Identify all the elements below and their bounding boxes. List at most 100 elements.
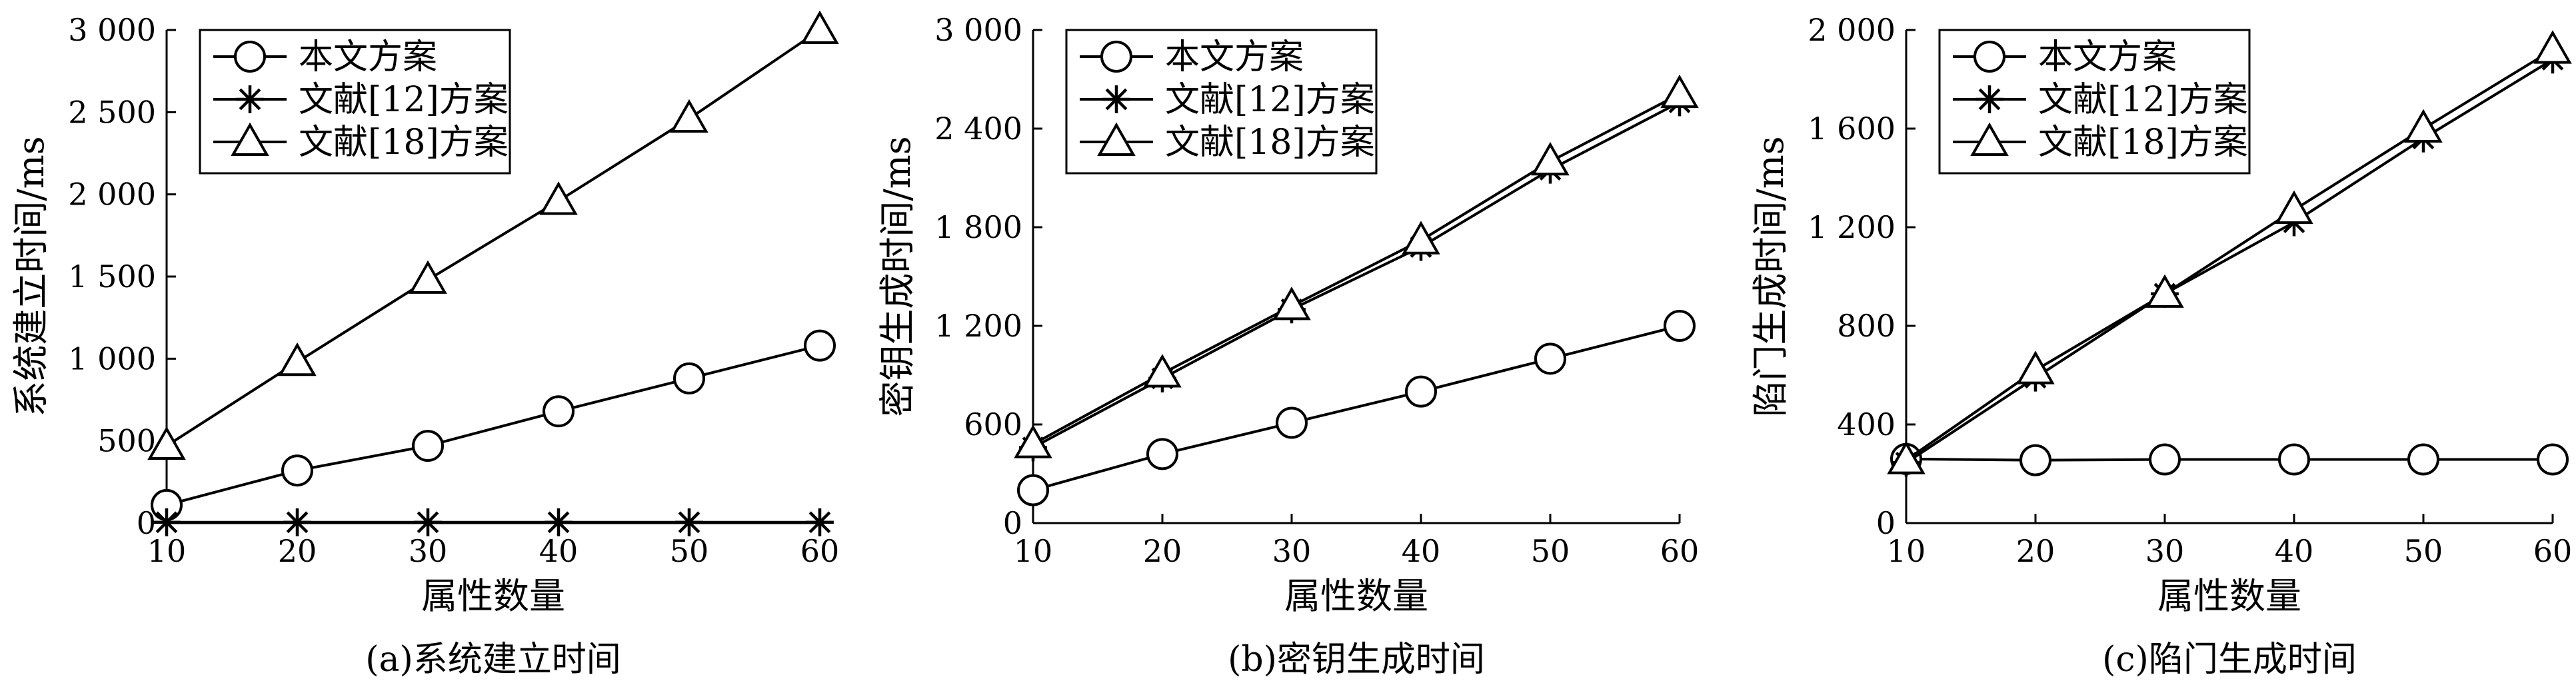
series-line: [1032, 93, 1680, 446]
data-point: [1017, 474, 1049, 506]
data-point: [1143, 354, 1182, 388]
y-tick-label: 800: [1837, 308, 1896, 344]
x-axis-title: 属性数量: [2157, 575, 2301, 617]
series-line: [1906, 457, 2553, 462]
series-2: [153, 508, 834, 536]
series-line: [1032, 325, 1680, 492]
x-tick-label: 20: [2016, 533, 2055, 569]
y-tick-label: 1 500: [68, 259, 156, 295]
legend-label: 本文方案: [1165, 37, 1304, 77]
data-point: [2145, 274, 2184, 308]
x-tick-label: 40: [539, 533, 579, 569]
x-tick-label: 40: [2275, 533, 2314, 569]
legend-label: 本文方案: [2038, 37, 2177, 77]
legend-marker: [231, 122, 269, 156]
data-point: [412, 430, 444, 462]
data-point: [414, 508, 442, 536]
series-1: [1017, 310, 1696, 506]
data-point: [1146, 438, 1178, 470]
data-point: [545, 508, 573, 536]
series-line: [165, 29, 821, 447]
data-point: [153, 508, 181, 536]
x-axis-title: 属性数量: [1284, 575, 1428, 617]
y-axis-title: 密钥生成时间/ms: [876, 136, 918, 416]
x-tick-label: 10: [147, 533, 187, 569]
y-tick-label: 3 000: [934, 12, 1022, 48]
series-3: [1014, 74, 1699, 458]
y-tick-label: 2 000: [1808, 12, 1896, 48]
data-point: [1014, 424, 1052, 458]
data-point: [1887, 440, 1926, 474]
y-tick-label: 2 400: [934, 111, 1022, 147]
data-point: [2149, 443, 2181, 476]
y-tick-label: 1 200: [1808, 209, 1896, 245]
y-tick-label: 1 600: [1808, 111, 1896, 147]
data-point: [673, 362, 705, 394]
series-line: [1905, 58, 2554, 464]
series-1: [151, 329, 836, 521]
legend-label: 文献[18]方案: [2038, 123, 2248, 163]
x-tick-label: 50: [2404, 533, 2443, 569]
y-tick-label: 400: [1837, 406, 1896, 442]
x-tick-label: 20: [278, 533, 317, 569]
data-point: [804, 329, 836, 362]
legend-marker: [234, 41, 266, 73]
x-tick-label: 40: [1402, 533, 1441, 569]
series-line: [1032, 101, 1680, 449]
data-point: [1276, 406, 1308, 439]
x-tick-label: 20: [1143, 533, 1182, 569]
series-line: [166, 344, 820, 506]
y-tick-label: 2 500: [68, 94, 156, 130]
data-point: [281, 454, 313, 487]
data-point: [278, 342, 317, 376]
data-point: [806, 508, 834, 536]
data-point: [2407, 443, 2439, 476]
data-point: [1405, 375, 1437, 408]
data-point: [2016, 350, 2055, 384]
chart-caption: (a)系统建立时间: [365, 640, 621, 680]
data-point: [2019, 444, 2051, 476]
series-1: [1890, 442, 2569, 476]
x-tick-label: 60: [800, 533, 840, 569]
y-axis-title: 陷门生成时间/ms: [1750, 136, 1792, 416]
data-point: [675, 508, 703, 536]
y-tick-label: 600: [964, 406, 1022, 442]
legend-marker: [1100, 41, 1132, 73]
data-point: [409, 260, 447, 294]
y-tick-label: 1 000: [68, 341, 156, 376]
data-point: [1272, 287, 1311, 321]
data-point: [2404, 109, 2443, 143]
chart-caption: (b)密钥生成时间: [1228, 640, 1485, 680]
series-3: [1887, 30, 2572, 474]
x-tick-label: 60: [1660, 533, 1700, 569]
data-point: [539, 181, 578, 215]
data-point: [2537, 443, 2569, 476]
data-point: [670, 99, 708, 133]
series-3: [147, 10, 839, 460]
data-point: [1402, 221, 1440, 255]
legend-marker: [1973, 41, 2005, 73]
data-point: [147, 426, 186, 460]
legend-marker: [1102, 85, 1130, 113]
chart-panel-3: 0 400 800 1 200 1 600 2 000 10 20 30 40 50 60 属性数量 陷门…: [1750, 12, 2572, 680]
legend-label: 文献[12]方案: [2038, 80, 2248, 120]
x-axis-title: 属性数量: [421, 575, 565, 617]
data-point: [2533, 30, 2572, 64]
series-line: [1905, 48, 2554, 462]
data-point: [800, 10, 839, 44]
x-tick-label: 50: [1531, 533, 1570, 569]
legend-marker: [1975, 85, 2003, 113]
y-tick-label: 500: [97, 423, 156, 459]
legend-marker: [1097, 122, 1136, 156]
y-tick-label: 3 000: [68, 12, 156, 48]
legend-marker: [1970, 122, 2009, 156]
y-tick-label: 1 200: [934, 308, 1022, 344]
x-tick-label: 30: [409, 533, 448, 569]
legend-label: 文献[18]方案: [1165, 123, 1375, 163]
y-axis-title: 系统建立时间/ms: [10, 136, 52, 416]
